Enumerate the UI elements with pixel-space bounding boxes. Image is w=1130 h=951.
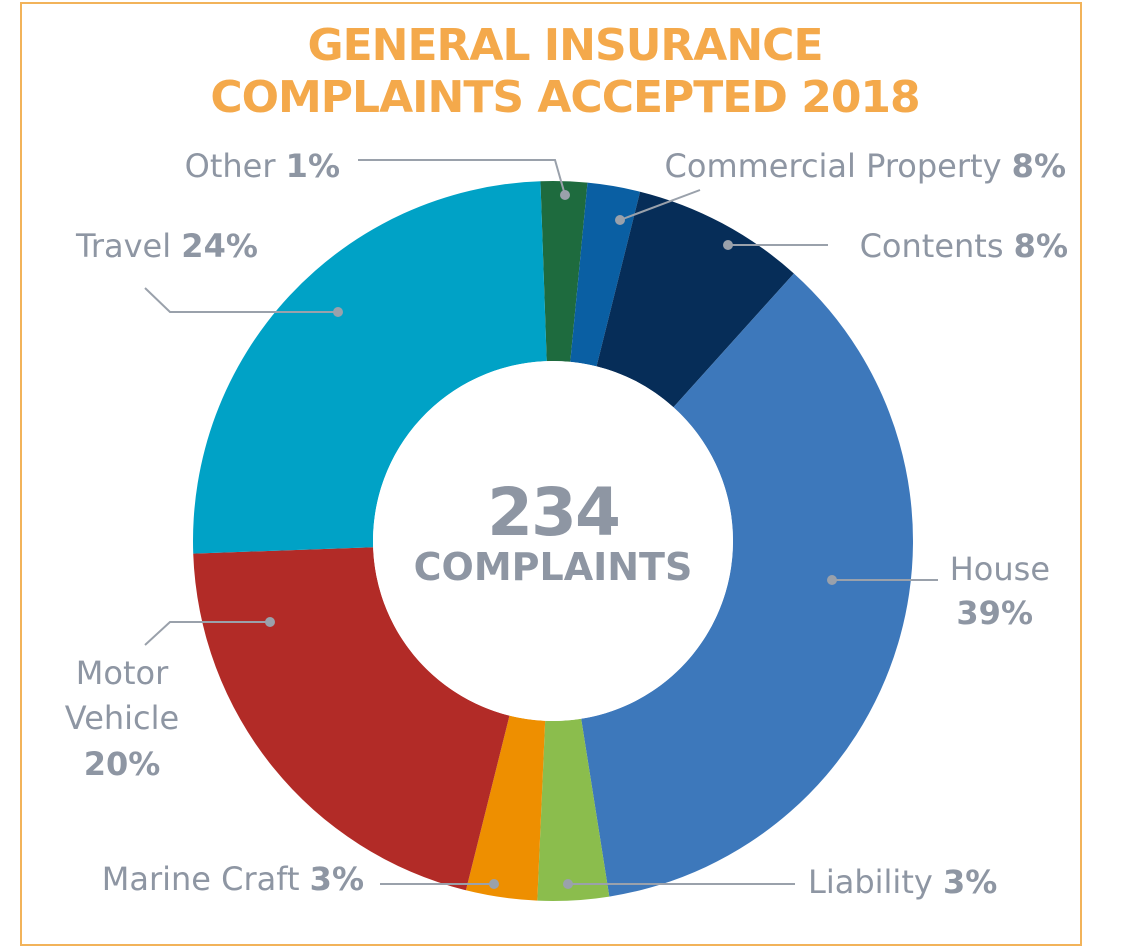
label-motor-name-line-1: Motor <box>76 654 169 692</box>
leader-dot-contents <box>723 240 733 250</box>
leader-motor <box>144 621 270 646</box>
leader-dot-travel <box>333 307 343 317</box>
chart-title-line-2: COMPLAINTS ACCEPTED 2018 <box>210 72 920 123</box>
slice-house <box>581 273 913 897</box>
label-contents-pct: 8% <box>1014 227 1068 265</box>
donut-hole <box>373 361 733 721</box>
leader-dot-other <box>560 190 570 200</box>
label-motor-name-line-2: Vehicle <box>65 699 179 737</box>
label-contents: Contents 8% <box>860 227 1068 265</box>
slice-other <box>540 180 588 362</box>
label-other-name: Other <box>185 147 277 185</box>
label-other-pct: 1% <box>286 147 340 185</box>
center-total-label: COMPLAINTS <box>414 545 693 589</box>
leader-dot-house <box>827 575 837 585</box>
chart-title-line-1: GENERAL INSURANCE <box>307 20 823 71</box>
donut-slices <box>193 180 913 901</box>
leader-dot-commercial <box>615 215 625 225</box>
leader-other <box>358 159 566 196</box>
label-travel-pct: 24% <box>181 227 258 265</box>
label-travel-name: Travel <box>75 227 171 265</box>
label-contents-name: Contents <box>860 227 1004 265</box>
slice-commercial-property <box>570 182 641 367</box>
label-house-name: House <box>950 550 1050 588</box>
label-commercial-name: Commercial Property <box>665 147 1002 185</box>
label-travel: Travel 24% <box>75 227 258 265</box>
label-marine: Marine Craft 3% <box>102 860 364 898</box>
leader-commercial <box>619 189 701 221</box>
label-liability-name: Liability <box>808 863 933 901</box>
leader-dot-liability <box>563 879 573 889</box>
label-liability: Liability 3% <box>808 863 997 901</box>
slice-marine-craft <box>465 715 546 901</box>
label-marine-pct: 3% <box>310 860 364 898</box>
slice-travel <box>193 181 547 554</box>
leader-dot-marine <box>489 879 499 889</box>
leader-travel <box>144 287 338 313</box>
label-liability-pct: 3% <box>943 863 997 901</box>
label-motor-pct: 20% <box>84 745 161 783</box>
center-total-value: 234 <box>487 474 619 551</box>
label-commercial: Commercial Property 8% <box>665 147 1066 185</box>
chart-title: GENERAL INSURANCE COMPLAINTS ACCEPTED 20… <box>0 20 1130 124</box>
label-marine-name: Marine Craft <box>102 860 300 898</box>
label-commercial-pct: 8% <box>1012 147 1066 185</box>
chart-frame <box>20 2 1082 946</box>
label-other: Other 1% <box>185 147 340 185</box>
leader-dot-motor <box>265 617 275 627</box>
label-house-pct: 39% <box>956 594 1033 632</box>
leader-lines <box>144 159 938 889</box>
slice-motor-vehicle <box>193 547 510 891</box>
slice-liability <box>537 718 610 901</box>
